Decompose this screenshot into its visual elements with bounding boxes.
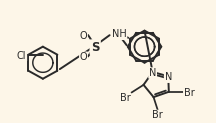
Text: N: N [165,72,172,82]
Text: Br: Br [120,93,131,103]
Text: Br: Br [184,88,194,98]
Text: Cl: Cl [17,51,26,61]
Text: O: O [80,31,87,41]
Text: Br: Br [152,110,163,120]
Text: O: O [80,52,87,62]
Text: N: N [149,68,156,78]
Text: S: S [91,41,99,54]
Text: NH: NH [112,30,127,39]
